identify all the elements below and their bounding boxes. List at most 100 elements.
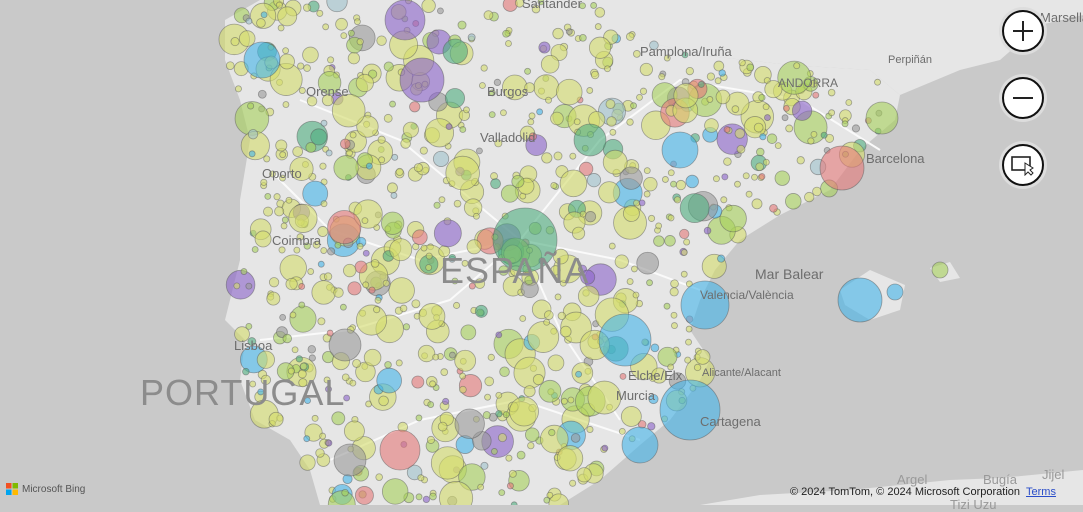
pie-bubble[interactable]	[571, 362, 594, 384]
pie-bubble[interactable]	[819, 145, 865, 191]
pie-bubble[interactable]	[931, 261, 949, 279]
pie-bubble[interactable]	[608, 242, 616, 250]
pie-bubble[interactable]	[317, 317, 326, 326]
pie-bubble[interactable]	[327, 490, 356, 505]
pie-bubble[interactable]	[495, 410, 503, 418]
pie-bubble[interactable]	[874, 78, 881, 86]
pie-bubble[interactable]	[299, 454, 316, 471]
pie-bubble[interactable]	[820, 131, 828, 139]
pie-bubble[interactable]	[432, 150, 450, 167]
pie-bubble[interactable]	[279, 53, 295, 70]
pie-bubble[interactable]	[460, 324, 477, 341]
pie-bubble[interactable]	[402, 121, 419, 138]
pie-bubble[interactable]	[783, 105, 790, 112]
pie-bubble[interactable]	[438, 196, 446, 204]
pie-bubble[interactable]	[493, 78, 502, 87]
pie-bubble[interactable]	[697, 80, 705, 88]
pie-bubble[interactable]	[567, 396, 575, 404]
pie-bubble[interactable]	[268, 277, 280, 288]
pie-bubble[interactable]	[395, 167, 404, 176]
pie-bubble[interactable]	[442, 38, 468, 65]
pie-bubble[interactable]	[473, 212, 480, 220]
pie-bubble[interactable]	[463, 106, 470, 114]
pie-bubble[interactable]	[565, 28, 573, 36]
pie-bubble[interactable]	[257, 388, 265, 396]
pie-bubble[interactable]	[296, 233, 304, 241]
pie-bubble[interactable]	[753, 122, 764, 133]
pie-bubble[interactable]	[543, 318, 551, 326]
pie-bubble[interactable]	[694, 349, 711, 365]
pie-bubble[interactable]	[713, 60, 725, 72]
pie-bubble[interactable]	[527, 321, 560, 353]
pie-bubble[interactable]	[886, 283, 904, 301]
pie-bubble[interactable]	[685, 66, 694, 76]
pie-bubble[interactable]	[609, 128, 617, 136]
pie-bubble[interactable]	[851, 124, 861, 133]
pie-bubble[interactable]	[263, 155, 271, 163]
pie-bubble[interactable]	[291, 346, 299, 354]
pie-bubble[interactable]	[349, 131, 357, 139]
pie-bubble[interactable]	[299, 362, 308, 371]
pie-bubble[interactable]	[432, 353, 440, 361]
pie-bubble[interactable]	[602, 149, 628, 175]
pie-bubble[interactable]	[303, 435, 311, 443]
pie-bubble[interactable]	[646, 279, 653, 287]
pie-bubble[interactable]	[368, 286, 376, 294]
pie-bubble[interactable]	[755, 162, 764, 172]
pie-bubble[interactable]	[381, 478, 409, 505]
pie-bubble[interactable]	[630, 102, 637, 110]
pie-bubble[interactable]	[751, 198, 763, 210]
pie-bubble[interactable]	[480, 461, 489, 470]
pie-bubble[interactable]	[774, 170, 790, 186]
pie-bubble[interactable]	[715, 89, 731, 105]
pie-bubble[interactable]	[618, 427, 626, 435]
pie-bubble[interactable]	[524, 82, 536, 93]
pie-bubble[interactable]	[524, 427, 540, 442]
pie-bubble[interactable]	[264, 193, 272, 200]
pie-bubble[interactable]	[307, 345, 316, 354]
pie-bubble[interactable]	[282, 101, 290, 108]
pie-bubble[interactable]	[311, 280, 336, 305]
pie-bubble[interactable]	[325, 439, 333, 447]
pie-bubble[interactable]	[550, 111, 564, 126]
pie-bubble[interactable]	[234, 326, 250, 343]
pie-bubble[interactable]	[362, 249, 370, 257]
pie-bubble[interactable]	[311, 414, 319, 422]
pie-bubble[interactable]	[312, 240, 321, 249]
pie-bubble[interactable]	[442, 397, 450, 406]
pie-bubble[interactable]	[429, 492, 437, 501]
pie-bubble[interactable]	[648, 393, 659, 405]
pie-bubble[interactable]	[762, 158, 770, 166]
pie-bubble[interactable]	[247, 337, 257, 346]
pie-bubble[interactable]	[381, 211, 405, 235]
pie-bubble[interactable]	[508, 469, 517, 478]
pie-bubble[interactable]	[548, 428, 556, 437]
pie-bubble[interactable]	[281, 216, 289, 224]
pie-bubble[interactable]	[758, 173, 766, 180]
pie-bubble[interactable]	[340, 32, 348, 40]
pie-bubble[interactable]	[355, 73, 374, 93]
pie-bubble[interactable]	[661, 131, 699, 169]
pie-bubble[interactable]	[516, 450, 526, 460]
pie-bubble[interactable]	[684, 356, 692, 364]
pie-bubble[interactable]	[734, 128, 746, 139]
pie-bubble[interactable]	[425, 252, 433, 260]
pie-bubble[interactable]	[673, 196, 682, 204]
pie-bubble[interactable]	[807, 137, 815, 145]
pie-bubble[interactable]	[756, 147, 765, 157]
pie-bubble[interactable]	[412, 229, 428, 246]
pie-bubble[interactable]	[683, 238, 691, 246]
pie-bubble[interactable]	[543, 310, 554, 320]
pie-bubble[interactable]	[275, 1, 283, 9]
pie-bubble[interactable]	[721, 173, 729, 181]
pie-bubble[interactable]	[454, 408, 485, 439]
pie-bubble[interactable]	[663, 302, 671, 310]
pie-bubble[interactable]	[230, 37, 240, 47]
pie-bubble[interactable]	[343, 263, 357, 278]
pie-bubble[interactable]	[317, 71, 342, 95]
pie-bubble[interactable]	[495, 331, 503, 339]
pie-bubble[interactable]	[793, 62, 801, 70]
pie-bubble[interactable]	[354, 260, 368, 274]
pie-bubble[interactable]	[260, 11, 268, 19]
